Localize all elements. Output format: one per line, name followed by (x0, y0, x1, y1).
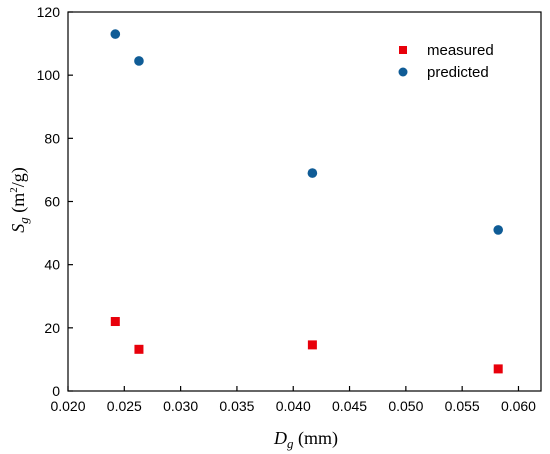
x-tick-label: 0.050 (388, 398, 423, 414)
legend-label-predicted: predicted (427, 64, 489, 81)
x-tick-label: 0.030 (163, 398, 198, 414)
y-tick-label: 0 (52, 383, 60, 399)
y-tick-label: 100 (37, 67, 61, 83)
x-tick-label: 0.035 (219, 398, 254, 414)
data-point-predicted (493, 225, 504, 235)
y-axis-title-unit-post: /g) (8, 167, 29, 187)
data-point-measured (110, 317, 120, 327)
y-axis-title-sub: g (16, 217, 31, 224)
x-axis-title-sub: g (287, 436, 294, 451)
data-point-predicted (307, 168, 318, 178)
x-tick-label: 0.020 (50, 398, 85, 414)
legend-marker-predicted (398, 67, 408, 77)
y-axis-title-unit-pre: (m (8, 193, 29, 218)
x-tick-label: 0.040 (276, 398, 311, 414)
x-axis-title: Dg (mm) (273, 428, 338, 451)
x-tick-label: 0.055 (445, 398, 480, 414)
x-axis-title-unit: (mm) (294, 428, 339, 449)
legend-label-measured: measured (427, 42, 494, 59)
x-tick-label: 0.060 (501, 398, 536, 414)
y-tick-label: 120 (37, 4, 61, 20)
x-tick-label: 0.045 (332, 398, 367, 414)
data-point-measured (493, 364, 503, 374)
y-axis-title-sup: 2 (8, 187, 20, 193)
y-axis-title: Sg (m2/g) (8, 167, 31, 233)
legend-marker-measured (399, 46, 407, 54)
x-tick-label: 0.025 (107, 398, 142, 414)
data-point-predicted (110, 29, 121, 39)
y-tick-label: 80 (44, 130, 60, 146)
y-tick-label: 60 (44, 194, 60, 210)
data-point-predicted (134, 56, 144, 66)
data-point-measured (307, 340, 317, 350)
y-tick-label: 40 (44, 257, 60, 273)
y-tick-label: 20 (44, 320, 60, 336)
data-point-measured (134, 344, 144, 354)
x-axis-title-main: D (273, 428, 287, 448)
y-axis-title-main: S (8, 224, 28, 233)
